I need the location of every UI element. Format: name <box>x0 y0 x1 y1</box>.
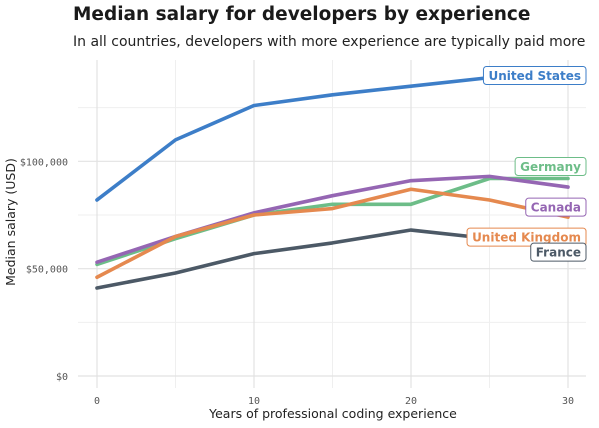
series-label-united-kingdom: United Kingdom <box>472 231 581 245</box>
series-label-france: France <box>536 246 581 260</box>
series-label-box <box>525 197 587 217</box>
series-label-box <box>466 227 587 247</box>
x-tick-label: 0 <box>94 396 100 407</box>
y-axis-ticks: $0 $50,000 $100,000 <box>20 157 68 383</box>
x-tick-label: 30 <box>562 396 574 407</box>
chart-subtitle: In all countries, developers with more e… <box>73 34 586 50</box>
series-label-canada: Canada <box>531 201 581 215</box>
series-label-germany: Germany <box>520 160 581 174</box>
series-labels: United States Germany Canada United Kingdom… <box>466 65 587 262</box>
gridlines <box>78 60 586 388</box>
y-axis-title: Median salary (USD) <box>3 158 18 286</box>
y-tick-label: $0 <box>56 372 68 383</box>
series-line-germany <box>95 176 570 267</box>
series-lines <box>95 73 570 290</box>
series-label-box <box>482 65 587 85</box>
y-tick-label: $100,000 <box>20 157 68 168</box>
x-axis-title: Years of professional coding experience <box>208 406 457 421</box>
chart-title: Median salary for developers by experien… <box>73 4 531 25</box>
series-label-box <box>514 157 587 177</box>
series-label-box <box>530 242 587 262</box>
x-tick-label: 20 <box>405 396 417 407</box>
series-label-united-states: United States <box>488 69 581 83</box>
y-tick-label: $50,000 <box>26 265 68 276</box>
series-line-united-kingdom <box>95 187 570 280</box>
x-axis-ticks: 0 10 20 30 <box>94 396 574 407</box>
x-tick-label: 10 <box>248 396 260 407</box>
